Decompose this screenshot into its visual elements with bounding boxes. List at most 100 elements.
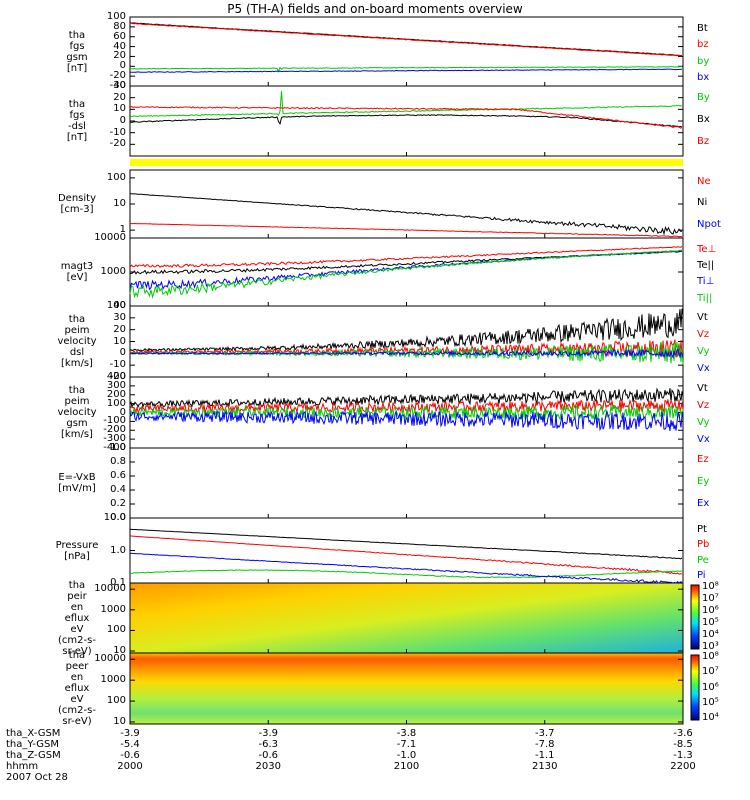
ephem-value: -0.6 bbox=[258, 750, 278, 761]
velocity-gsm-ylabel-line: peim bbox=[64, 396, 90, 407]
density-ytick-label: 10 bbox=[113, 198, 126, 209]
velocity-gsm-ytick-label: 400 bbox=[106, 371, 126, 382]
fgs-dsl-ytick-label: -20 bbox=[109, 138, 126, 150]
temperature-legend-Ti⊥: Ti⊥ bbox=[697, 276, 715, 288]
pressure-legend-Pi: Pi bbox=[697, 570, 706, 582]
electron-spectrogram-colorbar-label: 10⁸ bbox=[702, 651, 719, 662]
electron-spectrogram-colorbar-label: 10⁶ bbox=[702, 681, 719, 693]
temperature-legend-Te⊥: Te⊥ bbox=[697, 244, 717, 255]
density-ylabel-line: [cm-3] bbox=[60, 204, 94, 215]
velocity-gsm-legend-Vz: Vz bbox=[697, 399, 710, 411]
fgs-dsl-ylabel-line: fgs bbox=[69, 110, 85, 121]
velocity-gsm-ytick-label: 100 bbox=[106, 397, 126, 409]
temperature-legend-Te||: Te|| bbox=[697, 260, 715, 272]
ephem-value: -1.1 bbox=[534, 750, 555, 761]
electron-spectrogram-ylabel-line: sr-eV) bbox=[62, 716, 92, 727]
fgs-gsm-legend-by: by bbox=[697, 55, 710, 67]
time-tick-label: 2130 bbox=[532, 761, 558, 772]
velocity-dsl-frame bbox=[129, 305, 684, 378]
efield-ytick-label: 0.4 bbox=[110, 484, 126, 495]
ephem-value: -7.1 bbox=[396, 739, 417, 750]
efield-ytick-label: 0.2 bbox=[110, 498, 126, 509]
quality-flag-bar bbox=[130, 159, 683, 166]
ion-spectrogram-ylabel-line: (cm2-s- bbox=[58, 634, 96, 646]
velocity-gsm-ytick-label: -400 bbox=[103, 442, 126, 453]
ion-spectrogram-ytick-label: 100 bbox=[106, 624, 126, 636]
velocity-gsm-ylabel-line: [km/s] bbox=[61, 429, 93, 440]
fgs-dsl-ytick-label: 30 bbox=[113, 80, 126, 91]
fgs-gsm-ytick-label: -20 bbox=[109, 70, 126, 82]
efield-ylabel-line: E=-VxB bbox=[58, 472, 96, 483]
ion-spectrogram-ylabel-line: peir bbox=[67, 590, 87, 602]
Vy-trace bbox=[129, 403, 684, 421]
velocity-dsl-ylabel-line: velocity bbox=[57, 336, 97, 347]
date-label: 2007 Oct 28 bbox=[6, 772, 68, 783]
ephem-value: -7.8 bbox=[534, 739, 555, 750]
velocity-dsl-ytick-label: 30 bbox=[113, 311, 126, 323]
electron-spectrogram-ylabel-line: peer bbox=[65, 661, 89, 672]
temperature-ytick-label: 10000 bbox=[94, 232, 126, 243]
velocity-dsl-legend-Vy: Vy bbox=[697, 345, 710, 357]
Vt-trace bbox=[129, 308, 684, 352]
density-legend-Ni: Ni bbox=[697, 197, 708, 209]
fgs-dsl-ylabel-line: [nT] bbox=[66, 132, 88, 143]
efield-ylabel-line: [mV/m] bbox=[58, 483, 96, 494]
fgs-dsl-legend-By: By bbox=[697, 92, 710, 103]
velocity-gsm-ytick-label: -300 bbox=[103, 433, 126, 445]
velocity-gsm-legend-Vy: Vy bbox=[697, 416, 710, 428]
velocity-dsl-legend-Vx: Vx bbox=[697, 362, 710, 374]
efield-ytick-label: 0.6 bbox=[110, 470, 126, 481]
ephem-value: -5.4 bbox=[120, 739, 140, 750]
velocity-dsl-ylabel-line: [km/s] bbox=[61, 358, 93, 369]
fgs-gsm-ytick-label: 100 bbox=[106, 11, 126, 22]
pressure-ylabel-line: [nPa] bbox=[64, 550, 90, 562]
electron-spectrogram-image bbox=[130, 653, 683, 724]
ion-spectrogram-colorbar-label: 10⁴ bbox=[702, 629, 719, 640]
fgs-gsm-ytick-label: 0 bbox=[119, 60, 126, 72]
fgs-dsl-ytick-label: 10 bbox=[113, 103, 126, 115]
fgs-gsm-ytick-label: 80 bbox=[113, 20, 126, 32]
efield-ytick-label: 0.0 bbox=[110, 512, 126, 523]
velocity-dsl-ytick-label: 10 bbox=[113, 335, 126, 347]
ion-spectrogram-colorbar-label: 10⁶ bbox=[702, 605, 719, 616]
ephem-value: -1.3 bbox=[673, 750, 693, 761]
efield-legend-Ey: Ey bbox=[697, 475, 710, 487]
pressure-legend-Pt: Pt bbox=[697, 524, 707, 535]
Pi-trace bbox=[129, 552, 682, 584]
fgs-gsm-ylabel-line: gsm bbox=[66, 51, 88, 63]
velocity-dsl-legend-Vz: Vz bbox=[697, 328, 710, 340]
electron-spectrogram-colorbar-label: 10⁵ bbox=[702, 696, 719, 708]
ion-spectrogram-ylabel-line: eflux bbox=[64, 612, 90, 624]
ion-spectrogram-ytick-label: 1000 bbox=[100, 603, 126, 615]
temperature-ytick-label: 100 bbox=[106, 300, 126, 311]
efield-legend-Ez: Ez bbox=[697, 454, 709, 465]
Bx-trace bbox=[129, 114, 683, 128]
plot-title: P5 (TH-A) fields and on-board moments ov… bbox=[227, 2, 523, 16]
ephem-value: -8.5 bbox=[673, 739, 693, 750]
velocity-gsm-ytick-label: 200 bbox=[106, 388, 126, 400]
pressure-frame bbox=[129, 517, 684, 584]
fgs-gsm-ylabel-line: fgs bbox=[69, 40, 85, 52]
fgs-dsl-frame bbox=[129, 85, 684, 157]
fgs-dsl-ytick-label: 20 bbox=[113, 91, 126, 103]
ion-spectrogram-ylabel-line: eV bbox=[70, 623, 84, 635]
ion-spectrogram-ytick-label: 10 bbox=[113, 645, 126, 656]
velocity-dsl-ytick-label: -10 bbox=[109, 359, 126, 371]
velocity-gsm-ylabel-line: tha bbox=[68, 385, 86, 396]
ion-spectrogram-ylabel-line: tha bbox=[68, 579, 86, 591]
electron-spectrogram-colorbar-label: 10⁴ bbox=[702, 712, 719, 723]
ephem-label: tha_X-GSM bbox=[6, 728, 61, 739]
fgs-gsm-ytick-label: 60 bbox=[113, 30, 126, 42]
electron-spectrogram-ytick-label: 10 bbox=[113, 715, 126, 727]
By-trace bbox=[129, 91, 682, 118]
temperature-legend-Ti||: Ti|| bbox=[697, 292, 713, 304]
electron-spectrogram-ylabel-line: eV bbox=[70, 694, 84, 705]
ephem-value: -3.9 bbox=[120, 728, 140, 739]
density-frame bbox=[129, 169, 684, 239]
velocity-gsm-legend-Vt: Vt bbox=[697, 383, 708, 394]
time-tick-label: 2100 bbox=[393, 761, 420, 772]
ephem-value: -3.6 bbox=[673, 728, 693, 739]
fgs-gsm-legend-Bt: Bt bbox=[697, 23, 708, 34]
ephem-label: tha_Y-GSM bbox=[6, 739, 60, 750]
